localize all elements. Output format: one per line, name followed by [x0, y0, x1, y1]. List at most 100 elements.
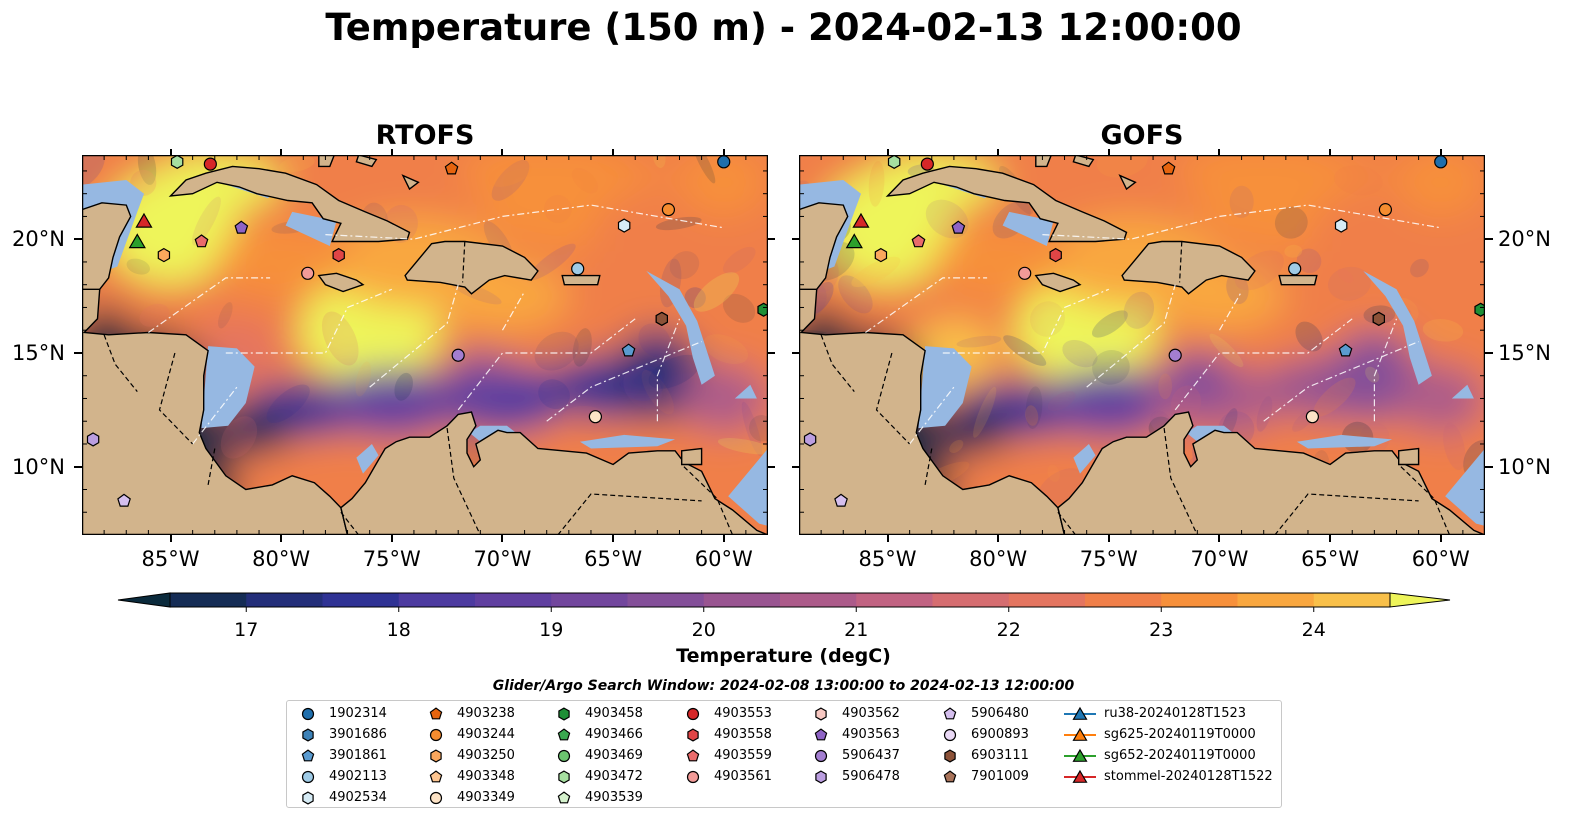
- colorbar-bin: [1008, 593, 1086, 607]
- legend-symbol[interactable]: [429, 706, 443, 719]
- legend-symbol[interactable]: [815, 706, 827, 721]
- marker-5906437[interactable]: [451, 348, 465, 362]
- marker-4902534[interactable]: [617, 218, 631, 233]
- marker-1902314[interactable]: [717, 155, 731, 169]
- axis-tick: [501, 149, 504, 156]
- gofs-map[interactable]: [799, 155, 1485, 535]
- axis-tick: [390, 535, 393, 542]
- legend-marker-hexagon: [815, 706, 827, 721]
- marker-4903458[interactable]: [1474, 302, 1485, 317]
- axis-tick: [768, 465, 775, 468]
- legend-symbol[interactable]: [302, 790, 314, 805]
- marker-4903250[interactable]: [157, 247, 171, 263]
- marker-4903553[interactable]: [920, 157, 934, 171]
- legend-symbol[interactable]: [944, 748, 956, 763]
- legend-symbol[interactable]: [686, 770, 700, 783]
- legend-symbol[interactable]: [1072, 748, 1088, 762]
- legend-item: 4903553: [680, 703, 772, 724]
- marker-4903553[interactable]: [203, 157, 217, 171]
- legend-symbol[interactable]: [1072, 727, 1088, 741]
- axis-tick: [792, 351, 799, 354]
- legend-symbol[interactable]: [943, 728, 957, 741]
- marker-4903563[interactable]: [951, 220, 966, 234]
- legend-symbol[interactable]: [301, 748, 315, 761]
- marker-4902534[interactable]: [1334, 218, 1348, 233]
- land-jamaica: [317, 272, 365, 293]
- marker-stommel-20240128T1522[interactable]: [852, 212, 870, 228]
- marker-4903561[interactable]: [1018, 266, 1032, 280]
- marker-4903238[interactable]: [1161, 161, 1176, 175]
- marker-4903349[interactable]: [1305, 410, 1319, 424]
- marker-4903458[interactable]: [757, 302, 768, 317]
- lon-label: 70°W: [1190, 547, 1249, 571]
- legend-symbol[interactable]: [686, 748, 700, 761]
- legend-symbol[interactable]: [943, 706, 957, 719]
- legend-symbol[interactable]: [1072, 706, 1088, 720]
- marker-sg652-20240119T0000[interactable]: [128, 233, 146, 249]
- legend-symbol[interactable]: [430, 748, 442, 763]
- axis-tick: [169, 149, 172, 156]
- legend-symbol[interactable]: [814, 727, 828, 740]
- marker-1902314[interactable]: [1434, 155, 1448, 169]
- legend-symbol[interactable]: [557, 749, 571, 762]
- legend-symbol[interactable]: [558, 706, 570, 721]
- marker-3901861[interactable]: [1338, 343, 1353, 357]
- marker-stommel-20240128T1522[interactable]: [135, 212, 153, 228]
- marker-4903472[interactable]: [170, 155, 184, 169]
- marker-3901861[interactable]: [621, 343, 636, 357]
- legend-symbol[interactable]: [557, 790, 571, 803]
- legend-symbol[interactable]: [301, 770, 315, 783]
- legend-label: 4903458: [585, 706, 643, 721]
- marker-4903238[interactable]: [444, 161, 459, 175]
- marker-4903244[interactable]: [661, 203, 676, 217]
- legend-symbol[interactable]: [302, 727, 314, 742]
- marker-4903559[interactable]: [194, 234, 209, 248]
- legend-symbol[interactable]: [301, 707, 315, 720]
- legend-symbol[interactable]: [429, 791, 443, 804]
- marker-4903563[interactable]: [234, 220, 249, 234]
- legend-symbol[interactable]: [943, 769, 957, 782]
- marker-4902113[interactable]: [571, 262, 585, 276]
- marker-4902113[interactable]: [1288, 262, 1302, 276]
- legend-symbol[interactable]: [686, 707, 700, 720]
- marker-6903111[interactable]: [1372, 311, 1386, 326]
- legend-symbol[interactable]: [558, 769, 570, 784]
- marker-4903244[interactable]: [1378, 203, 1393, 217]
- legend-symbol[interactable]: [429, 769, 443, 782]
- rtofs-map[interactable]: [82, 155, 768, 535]
- legend-marker-hexagon: [815, 769, 827, 784]
- legend-label: 4903563: [842, 727, 900, 742]
- legend-label: 7901009: [971, 769, 1029, 784]
- axis-tick: [768, 238, 775, 241]
- marker-4903349[interactable]: [588, 410, 602, 424]
- marker-5906480[interactable]: [117, 493, 131, 507]
- legend-symbol[interactable]: [429, 728, 443, 741]
- marker-4903250[interactable]: [874, 247, 888, 263]
- legend-marker-circle: [814, 749, 828, 762]
- legend-symbol[interactable]: [687, 727, 699, 742]
- marker-4903558[interactable]: [332, 247, 345, 263]
- legend-label: 1902314: [329, 706, 387, 721]
- marker-4903558[interactable]: [1049, 247, 1062, 263]
- marker-4903472[interactable]: [887, 155, 901, 169]
- colorbar-extend-low: [117, 592, 171, 608]
- marker-5906478[interactable]: [803, 432, 817, 447]
- legend-item: 4903561: [680, 766, 772, 787]
- legend-marker-pentagon: [557, 790, 571, 803]
- legend-symbol[interactable]: [557, 727, 571, 740]
- marker-4903559[interactable]: [911, 234, 926, 248]
- marker-4903561[interactable]: [301, 266, 315, 280]
- marker-sg652-20240119T0000[interactable]: [845, 233, 863, 249]
- marker-5906480[interactable]: [834, 493, 848, 507]
- marker-6903111[interactable]: [655, 311, 669, 326]
- legend-item: 4903562: [808, 703, 900, 724]
- lon-label: 70°W: [473, 547, 532, 571]
- marker-5906478[interactable]: [86, 432, 100, 447]
- legend-symbol[interactable]: [815, 769, 827, 784]
- legend-item: 3901686: [295, 724, 387, 745]
- legend-item: sg652-20240119T0000: [1064, 745, 1256, 766]
- legend-symbol[interactable]: [1072, 769, 1088, 783]
- legend-symbol[interactable]: [814, 749, 828, 762]
- legend-marker-pentagon: [943, 706, 957, 719]
- marker-5906437[interactable]: [1168, 348, 1182, 362]
